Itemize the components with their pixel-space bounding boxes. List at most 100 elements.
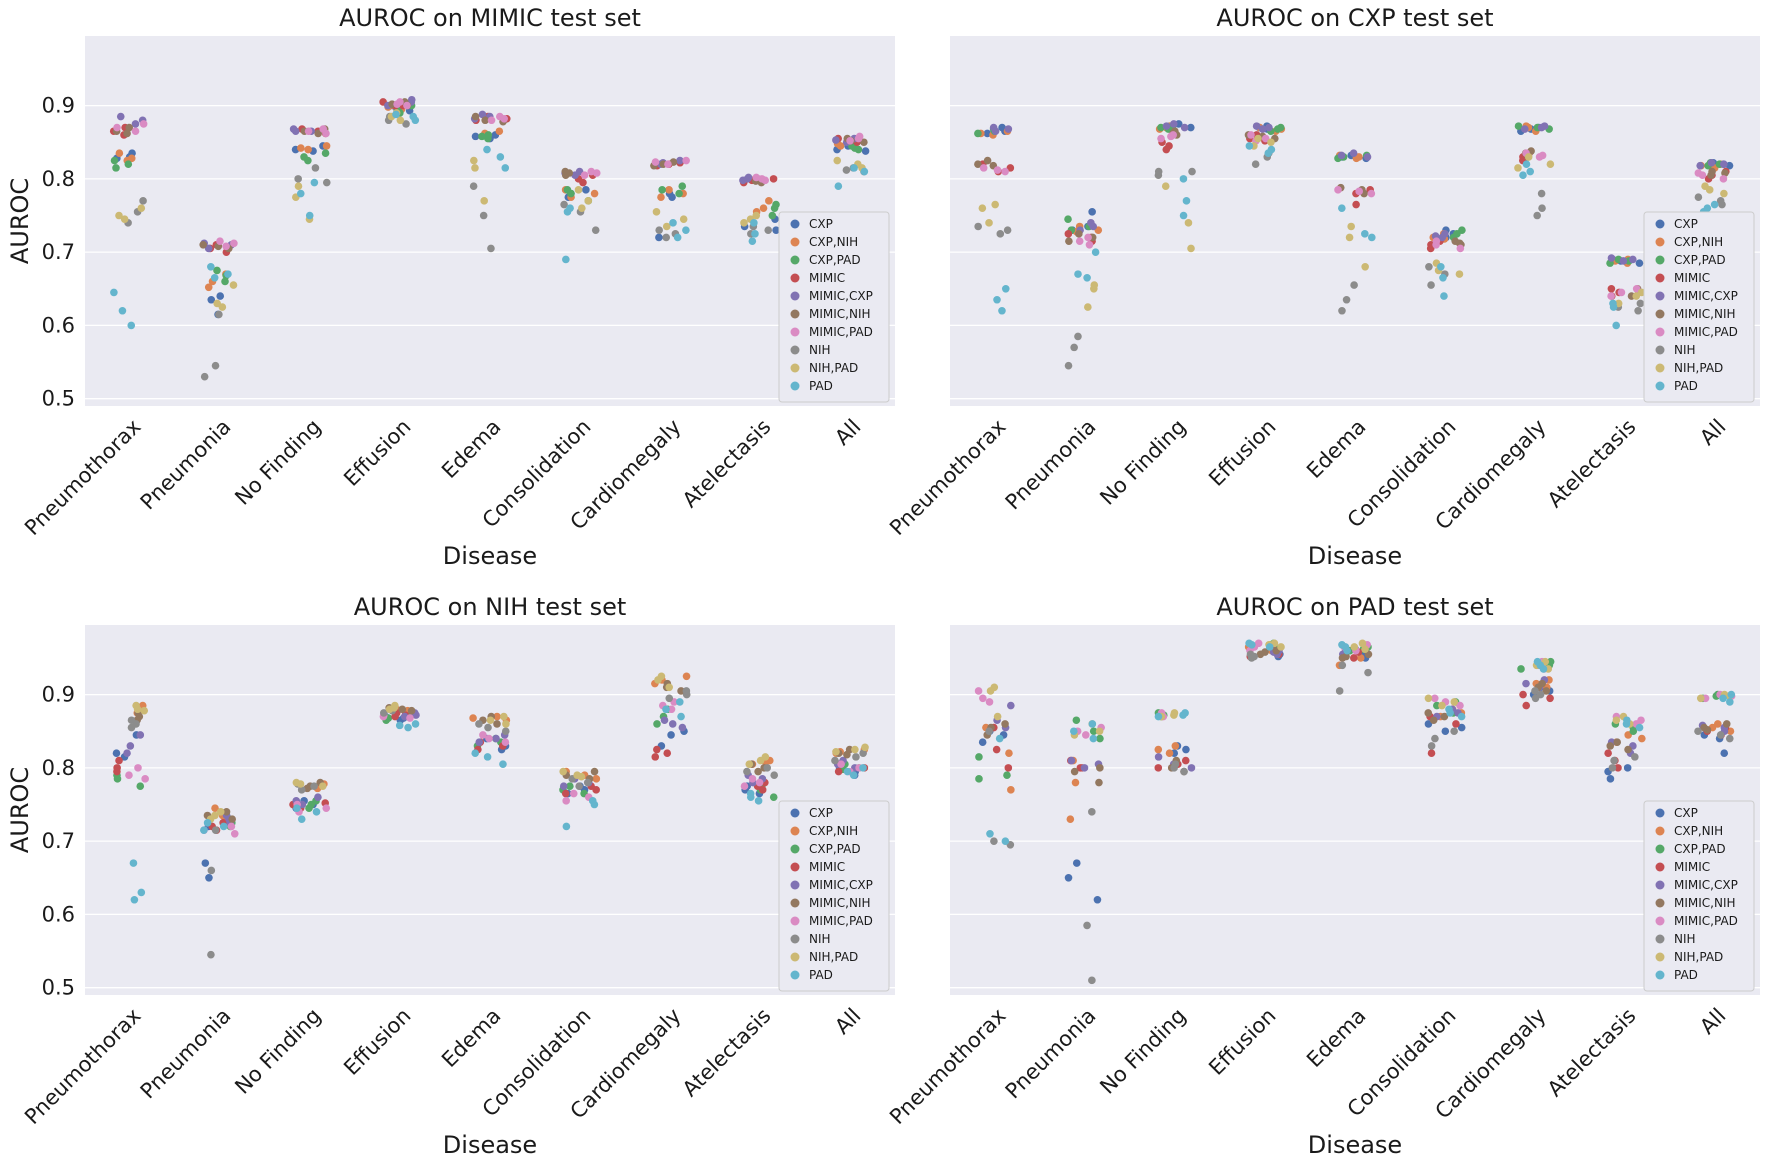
data-point (860, 138, 868, 147)
data-point (1546, 160, 1555, 169)
data-point (1623, 716, 1631, 725)
data-point (667, 705, 676, 714)
legend-label: CXP (809, 806, 833, 820)
data-point (1438, 233, 1447, 242)
data-point (203, 819, 212, 827)
legend-marker (790, 255, 800, 265)
data-point (978, 204, 987, 212)
data-point (1546, 694, 1554, 703)
data-point (1162, 122, 1171, 130)
data-point (673, 233, 682, 242)
data-point (998, 306, 1006, 315)
y-tick-label: 0.9 (42, 683, 75, 707)
data-point (216, 808, 225, 816)
data-point (500, 712, 508, 721)
data-point (770, 771, 779, 779)
data-point (1085, 241, 1094, 249)
x-tick-label: No Finding (230, 1004, 325, 1099)
data-point (321, 149, 330, 158)
data-point (1537, 123, 1546, 132)
data-point (831, 756, 839, 765)
data-point (1350, 281, 1358, 289)
data-point (501, 738, 510, 747)
data-point (1364, 668, 1372, 677)
data-point (304, 127, 313, 136)
data-point (322, 142, 331, 150)
data-point (1608, 764, 1617, 772)
data-point (587, 167, 596, 176)
data-point (1070, 727, 1078, 736)
data-point (495, 127, 504, 136)
data-point (1722, 720, 1731, 728)
legend-marker (790, 898, 800, 908)
data-point (746, 789, 755, 798)
data-point (1072, 716, 1081, 725)
x-tick-label: Pneumothorax (20, 415, 145, 540)
data-point (1343, 646, 1351, 655)
data-point (486, 716, 495, 725)
data-point (403, 101, 411, 110)
x-tick-label: Pneumonia (136, 415, 236, 515)
data-point (1350, 643, 1359, 651)
data-point (133, 705, 142, 714)
data-point (230, 830, 239, 838)
legend-marker (1655, 309, 1665, 319)
data-point (1719, 175, 1728, 183)
data-point (1337, 151, 1346, 160)
data-point (140, 706, 149, 715)
data-point (311, 164, 320, 172)
data-point (849, 771, 858, 779)
data-point (1001, 167, 1009, 176)
data-point (1252, 122, 1261, 130)
data-point (407, 706, 416, 715)
data-point (127, 716, 136, 725)
data-point (1517, 665, 1525, 673)
data-point (204, 283, 213, 292)
y-axis-label: AUROC (6, 767, 34, 853)
data-point (998, 123, 1006, 132)
data-point (974, 222, 982, 231)
data-point (1251, 160, 1260, 169)
data-point (125, 771, 133, 779)
data-point (590, 189, 599, 198)
data-point (752, 173, 761, 182)
data-point (566, 782, 574, 790)
chart-panel-2: AUROC on CXP test set PneumothoraxPneumon… (885, 4, 1760, 570)
legend-marker (790, 345, 800, 355)
legend-label: NIH,PAD (1674, 950, 1723, 964)
data-point (1440, 712, 1449, 721)
data-point (1274, 125, 1282, 133)
data-point (215, 310, 223, 319)
legend-frame (1643, 211, 1755, 403)
legend-label: CXP,PAD (1674, 253, 1726, 267)
data-point (1713, 720, 1722, 728)
data-point (770, 204, 779, 212)
data-point (484, 723, 492, 732)
data-point (1093, 895, 1102, 904)
data-point (769, 793, 778, 801)
data-point (1095, 727, 1104, 736)
data-point (496, 153, 505, 161)
data-point (1074, 332, 1082, 341)
data-point (1424, 694, 1433, 703)
legend-marker (1655, 916, 1665, 926)
data-point (1427, 749, 1436, 758)
data-point (222, 242, 230, 251)
data-point (1519, 171, 1527, 180)
data-point (761, 176, 770, 185)
data-point (207, 262, 215, 271)
data-point (992, 745, 1001, 754)
y-tick-label: 0.7 (42, 829, 75, 853)
data-point (975, 753, 983, 761)
data-point (682, 672, 691, 681)
data-point (665, 683, 674, 692)
legend-label: CXP (809, 217, 833, 231)
legend-marker (790, 219, 800, 229)
data-point (662, 222, 671, 231)
x-tick-label: Effusion (339, 1004, 415, 1080)
data-point (211, 804, 219, 812)
legend-marker (1655, 219, 1665, 229)
data-point (1531, 694, 1540, 703)
data-point (1096, 764, 1104, 772)
data-point (1638, 734, 1646, 743)
